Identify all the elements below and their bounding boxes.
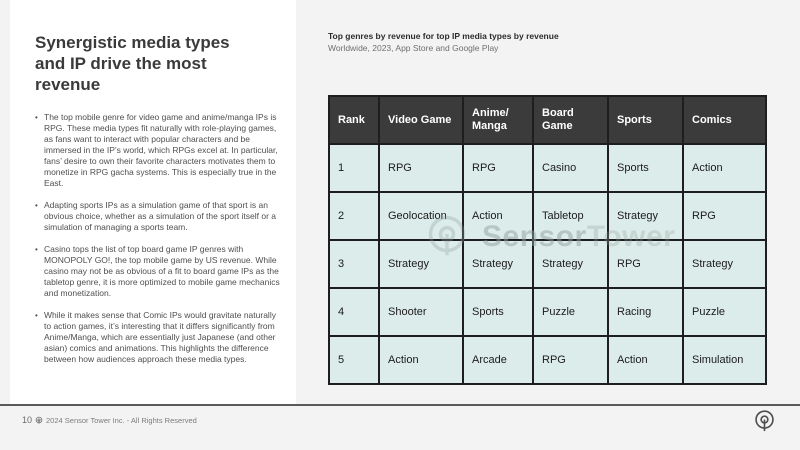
bullet-list: The top mobile genre for video game and …: [35, 112, 285, 365]
table-col-header-sports: Sports: [607, 95, 684, 145]
table-cell: Puzzle: [532, 287, 609, 337]
table-col-header-rank: Rank: [328, 95, 380, 145]
table-heading-block: Top genres by revenue for top IP media t…: [328, 31, 559, 53]
table-cell: 2: [328, 191, 380, 241]
table-cell: 3: [328, 239, 380, 289]
table-cell: Strategy: [607, 191, 684, 241]
table-cell: RPG: [378, 143, 464, 193]
table-row: 4 Shooter Sports Puzzle Racing Puzzle: [328, 287, 767, 337]
table-cell: Action: [378, 335, 464, 385]
table-cell: RPG: [462, 143, 534, 193]
table-cell: 4: [328, 287, 380, 337]
table-cell: Shooter: [378, 287, 464, 337]
table-col-header-board-game: Board Game: [532, 95, 609, 145]
table-col-header-video-game: Video Game: [378, 95, 464, 145]
table-cell: Geolocation: [378, 191, 464, 241]
table-cell: Action: [607, 335, 684, 385]
table-cell: Strategy: [462, 239, 534, 289]
table-row: 1 RPG RPG Casino Sports Action: [328, 143, 767, 193]
top-genres-table: Rank Video Game Anime/ Manga Board Game …: [328, 95, 767, 385]
table-cell: RPG: [532, 335, 609, 385]
table-cell: Tabletop: [532, 191, 609, 241]
sensor-tower-logo-icon: [755, 410, 774, 432]
bullet-item: Casino tops the list of top board game I…: [35, 244, 285, 299]
bullet-item: While it makes sense that Comic IPs woul…: [35, 310, 285, 365]
table-cell: RPG: [682, 191, 767, 241]
bullet-item: Adapting sports IPs as a simulation game…: [35, 200, 285, 233]
table-cell: Strategy: [682, 239, 767, 289]
table-cell: 5: [328, 335, 380, 385]
table-cell: Strategy: [532, 239, 609, 289]
table-cell: Puzzle: [682, 287, 767, 337]
table-title: Top genres by revenue for top IP media t…: [328, 31, 559, 41]
table-cell: Strategy: [378, 239, 464, 289]
copyright-text: 2024 Sensor Tower Inc. - All Rights Rese…: [46, 415, 197, 425]
table-cell: Simulation: [682, 335, 767, 385]
page-number: 10: [22, 415, 33, 425]
table-cell: 1: [328, 143, 380, 193]
table-col-header-anime-manga: Anime/ Manga: [462, 95, 534, 145]
table-cell: Sports: [462, 287, 534, 337]
table-cell: Action: [682, 143, 767, 193]
table-cell: RPG: [607, 239, 684, 289]
table-cell: Sports: [607, 143, 684, 193]
footer-divider: [0, 404, 800, 406]
bullet-item: The top mobile genre for video game and …: [35, 112, 285, 189]
table-row: 3 Strategy Strategy Strategy RPG Strateg…: [328, 239, 767, 289]
page-title: Synergistic media types and IP drive the…: [35, 33, 230, 94]
table-cell: Action: [462, 191, 534, 241]
left-text-panel: Synergistic media types and IP drive the…: [10, 0, 296, 404]
table-header-row: Rank Video Game Anime/ Manga Board Game …: [328, 95, 767, 145]
table-cell: Arcade: [462, 335, 534, 385]
table-subtitle: Worldwide, 2023, App Store and Google Pl…: [328, 43, 499, 53]
table-col-header-comics: Comics: [682, 95, 767, 145]
table-row: 2 Geolocation Action Tabletop Strategy R…: [328, 191, 767, 241]
table-cell: Casino: [532, 143, 609, 193]
footer: 10 2024 Sensor Tower Inc. - All Rights R…: [22, 415, 197, 425]
sensor-tower-logo-icon: [35, 416, 43, 424]
table-cell: Racing: [607, 287, 684, 337]
table-row: 5 Action Arcade RPG Action Simulation: [328, 335, 767, 385]
